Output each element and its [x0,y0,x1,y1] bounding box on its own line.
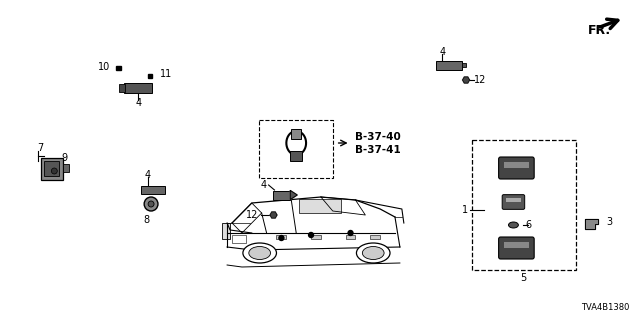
Text: 6: 6 [525,220,531,230]
Bar [506,198,521,202]
Text: 3: 3 [606,217,612,227]
Text: B-37-41: B-37-41 [355,145,401,155]
Polygon shape [291,190,297,199]
Bar [42,158,63,180]
Text: 12: 12 [474,75,486,85]
Text: 1: 1 [462,205,468,215]
Polygon shape [116,66,120,70]
Text: FR.: FR. [588,23,611,36]
Polygon shape [270,212,277,218]
Bar [63,164,69,172]
Text: 4: 4 [135,98,141,108]
Text: 9: 9 [61,153,67,163]
FancyBboxPatch shape [502,195,525,209]
Text: 7: 7 [38,143,44,153]
Bar [504,162,529,168]
Bar [371,235,380,239]
Bar [346,235,355,239]
Bar [273,190,291,199]
Circle shape [348,230,353,236]
Circle shape [51,168,57,174]
Polygon shape [463,77,470,83]
Circle shape [279,236,284,241]
Text: 12: 12 [246,210,259,220]
Bar [436,60,462,69]
Text: 8: 8 [143,215,149,225]
Text: 11: 11 [160,69,172,79]
Bar [44,161,60,176]
FancyBboxPatch shape [499,237,534,259]
Bar [259,120,333,178]
Bar [291,151,302,161]
Bar [276,235,286,239]
Bar [504,242,529,248]
Bar [141,186,165,194]
Ellipse shape [356,243,390,263]
Text: TVA4B1380: TVA4B1380 [580,303,629,313]
Text: B-37-40: B-37-40 [355,132,401,142]
Bar [222,223,230,239]
Text: 4: 4 [439,47,445,57]
Text: 4: 4 [260,180,267,190]
Text: 4: 4 [145,170,151,180]
Bar [120,84,125,92]
Text: 10: 10 [99,62,111,72]
Ellipse shape [362,246,384,260]
Bar [291,129,301,139]
Polygon shape [584,219,598,229]
Circle shape [148,201,154,207]
Circle shape [144,197,158,211]
Text: 5: 5 [520,273,527,283]
Bar [232,235,246,243]
Bar [311,235,321,239]
FancyBboxPatch shape [499,157,534,179]
Bar [462,63,466,67]
Circle shape [308,233,314,237]
Ellipse shape [243,243,276,263]
Bar [472,140,575,270]
Polygon shape [148,74,152,78]
Ellipse shape [509,222,518,228]
Bar [124,83,152,93]
Ellipse shape [249,246,271,260]
Bar [299,199,340,213]
